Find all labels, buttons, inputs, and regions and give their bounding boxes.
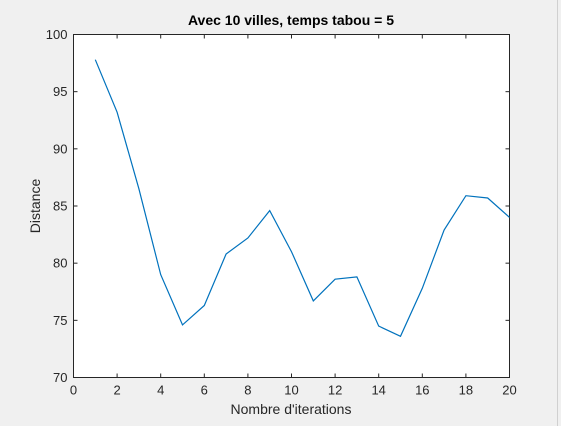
data-point [400,336,402,338]
x-tick-label: 6 [201,383,208,398]
data-point [138,188,140,190]
data-point [269,210,271,212]
x-tick-label: 18 [459,383,473,398]
data-point [247,237,249,239]
y-tick-label: 85 [53,199,67,214]
x-tick-label: 14 [371,383,385,398]
x-tick-label: 8 [244,383,251,398]
data-point [313,300,315,302]
data-series-line [94,59,510,338]
y-tick-label: 80 [53,256,67,271]
axis-tick-labels: 0 2 4 6 8 10 12 14 16 18 20 70 75 80 85 90 95 100 [46,27,517,398]
x-tick-label: 2 [113,383,120,398]
data-point [204,305,206,307]
data-point [334,278,336,280]
data-point [356,276,358,278]
data-point [465,195,467,197]
x-tick-label: 4 [157,383,164,398]
data-point [422,288,424,290]
plot-area [73,34,510,378]
y-tick-label: 75 [53,313,67,328]
data-point [160,274,162,276]
y-tick-label: 100 [46,27,68,42]
data-point [443,229,445,231]
x-axis-label: Nombre d'iterations [231,401,352,417]
x-tick-label: 12 [328,383,342,398]
data-point [291,251,293,253]
data-point [487,197,489,199]
data-point [182,324,184,326]
axis-ticks [73,34,510,378]
x-tick-label: 0 [70,383,77,398]
data-point [95,59,97,61]
y-tick-label: 70 [53,370,67,385]
x-tick-label: 10 [284,383,298,398]
x-tick-label: 20 [502,383,516,398]
y-tick-label: 95 [53,84,67,99]
data-point [116,111,118,113]
y-axis-label: Distance [27,179,43,234]
data-point [378,325,380,327]
data-point [509,217,511,219]
x-tick-label: 16 [415,383,429,398]
y-tick-label: 90 [53,141,67,156]
data-point [225,253,227,255]
chart-title: Avec 10 villes, temps tabou = 5 [188,12,394,28]
